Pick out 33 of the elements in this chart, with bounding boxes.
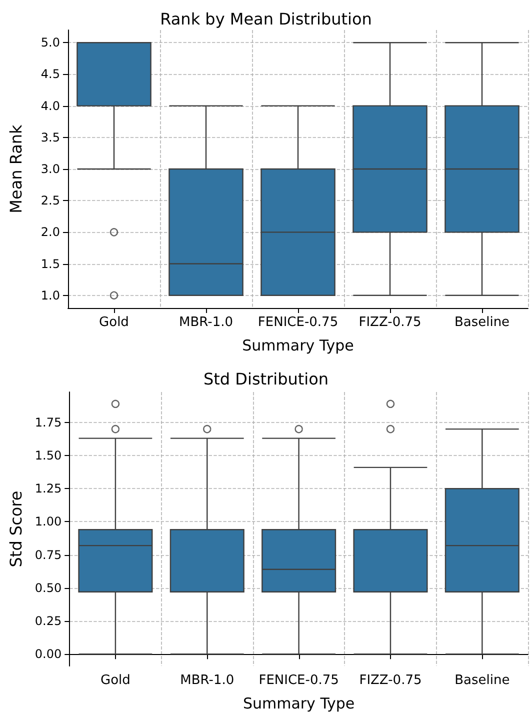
x-tick-label: Baseline: [454, 315, 510, 330]
y-tick-label: 0.25: [34, 614, 62, 628]
y-tick-label: 1.00: [34, 514, 62, 529]
chart-title: Rank by Mean Distribution: [160, 10, 372, 28]
y-tick-label: 0.50: [34, 580, 62, 595]
y-tick-label: 1.0: [40, 288, 60, 302]
x-tick-label: FENICE-0.75: [258, 673, 339, 688]
y-tick-label: 1.50: [34, 448, 62, 463]
x-axis-title: Summary Type: [242, 694, 355, 712]
y-tick-label: 1.25: [34, 482, 62, 496]
y-tick-label: 0.00: [34, 647, 62, 662]
x-tick-label: FENICE-0.75: [258, 315, 338, 330]
y-tick-label: 2.0: [40, 225, 60, 240]
y-tick-label: 3.5: [40, 130, 60, 144]
y-tick-label: 1.5: [40, 256, 60, 271]
y-tick-label: 0.75: [34, 548, 62, 562]
x-tick-label: FIZZ-0.75: [359, 673, 422, 688]
y-tick-label: 2.5: [40, 194, 60, 208]
y-axis-title: Mean Rank: [6, 124, 26, 214]
x-tick-label: MBR-1.0: [178, 315, 234, 330]
y-tick-label: 4.5: [40, 67, 60, 82]
chart-title: Std Distribution: [203, 370, 329, 388]
x-tick-label: Gold: [99, 315, 129, 330]
x-tick-label: Gold: [100, 673, 130, 688]
y-tick-label: 5.0: [40, 36, 60, 50]
y-axis-title: Std Score: [6, 490, 26, 568]
x-axis-title: Summary Type: [242, 336, 354, 354]
y-tick-label: 3.0: [40, 162, 60, 176]
y-tick-label: 1.75: [34, 415, 62, 430]
x-tick-label: FIZZ-0.75: [358, 315, 422, 330]
x-tick-label: Baseline: [454, 673, 510, 688]
x-tick-label: MBR-1.0: [180, 673, 234, 688]
y-tick-label: 4.0: [40, 98, 60, 113]
